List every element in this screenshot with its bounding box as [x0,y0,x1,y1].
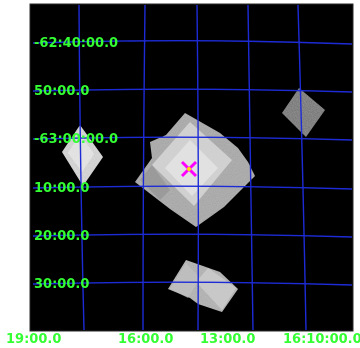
ra-labels: 19:00.0 16:00.0 13:00.0 16:10:00.0 [6,332,360,347]
dec-label: 30:00.0 [34,277,89,292]
ra-label: 19:00.0 [6,332,61,347]
dec-label: -62:40:00.0 [34,36,118,51]
dec-label: 10:00.0 [34,181,89,196]
tile-right [282,88,325,137]
ra-label: 16:10:00.0 [283,332,360,347]
ra-label: 13:00.0 [200,332,255,347]
dec-label: 50:00.0 [34,84,89,99]
tile-bottom [168,260,238,312]
dec-labels: -62:40:00.0 50:00.0 -63:00:00.0 10:00.0 … [34,36,118,292]
ra-label: 16:00.0 [118,332,173,347]
source-marker-x-icon[interactable] [180,160,198,178]
dec-label: 20:00.0 [34,229,89,244]
coordinate-grid [32,4,353,331]
dec-label: -63:00:00.0 [34,132,118,147]
